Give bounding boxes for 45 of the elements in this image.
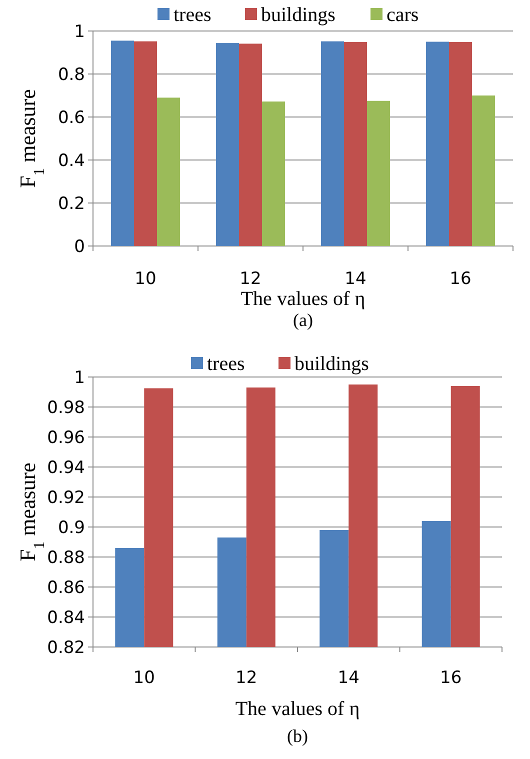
y-tick-label: 0.9 [58, 518, 85, 538]
text: (a) [293, 310, 313, 330]
y-tick-label: 0.98 [47, 398, 85, 418]
bar [426, 42, 449, 246]
y-tick-label: 0.4 [58, 150, 85, 171]
x-axis-title: The values of η [235, 698, 360, 720]
x-axis-title: The values of η [240, 288, 366, 310]
bar [321, 41, 344, 246]
y-tick-label: 0.96 [47, 428, 85, 448]
bar [344, 42, 367, 246]
x-tick-label: 10 [134, 269, 156, 289]
x-tick-label: 14 [344, 269, 366, 289]
y-tick-label: 0.92 [47, 488, 85, 508]
x-tick-label: 16 [450, 269, 472, 289]
y-tick-label: 0.6 [58, 108, 85, 128]
bar [367, 100, 390, 246]
y-tick-label: 1 [74, 368, 85, 388]
bar [262, 102, 285, 246]
bar [239, 44, 262, 246]
text: (b) [287, 726, 308, 746]
legend-label: buildings [294, 353, 370, 375]
x-tick-label: 16 [440, 668, 462, 688]
legend-label: trees [174, 4, 212, 26]
bar [157, 98, 180, 246]
bar [472, 96, 495, 246]
legend-label: cars [386, 4, 419, 26]
x-tick-label: 10 [133, 668, 155, 688]
y-tick-label: 0.84 [47, 608, 85, 628]
x-tick-label: 14 [338, 668, 360, 688]
y-tick-label: 0 [74, 236, 85, 257]
legend-label: trees [207, 353, 245, 375]
y-tick-label: 0.8 [58, 64, 85, 85]
legend-label: buildings [261, 4, 336, 26]
x-tick-label: 12 [240, 269, 262, 289]
y-tick-label: 0.88 [47, 548, 85, 568]
bar [134, 41, 157, 246]
bar [111, 40, 134, 246]
y-tick-label: 0.2 [58, 194, 85, 214]
y-tick-label: 0.82 [47, 638, 85, 658]
bar [449, 42, 472, 246]
y-tick-label: 0.94 [47, 458, 85, 478]
x-tick-label: 12 [236, 668, 258, 688]
bar [216, 43, 239, 246]
y-tick-label: 0.86 [47, 578, 85, 598]
y-tick-label: 1 [74, 22, 85, 42]
